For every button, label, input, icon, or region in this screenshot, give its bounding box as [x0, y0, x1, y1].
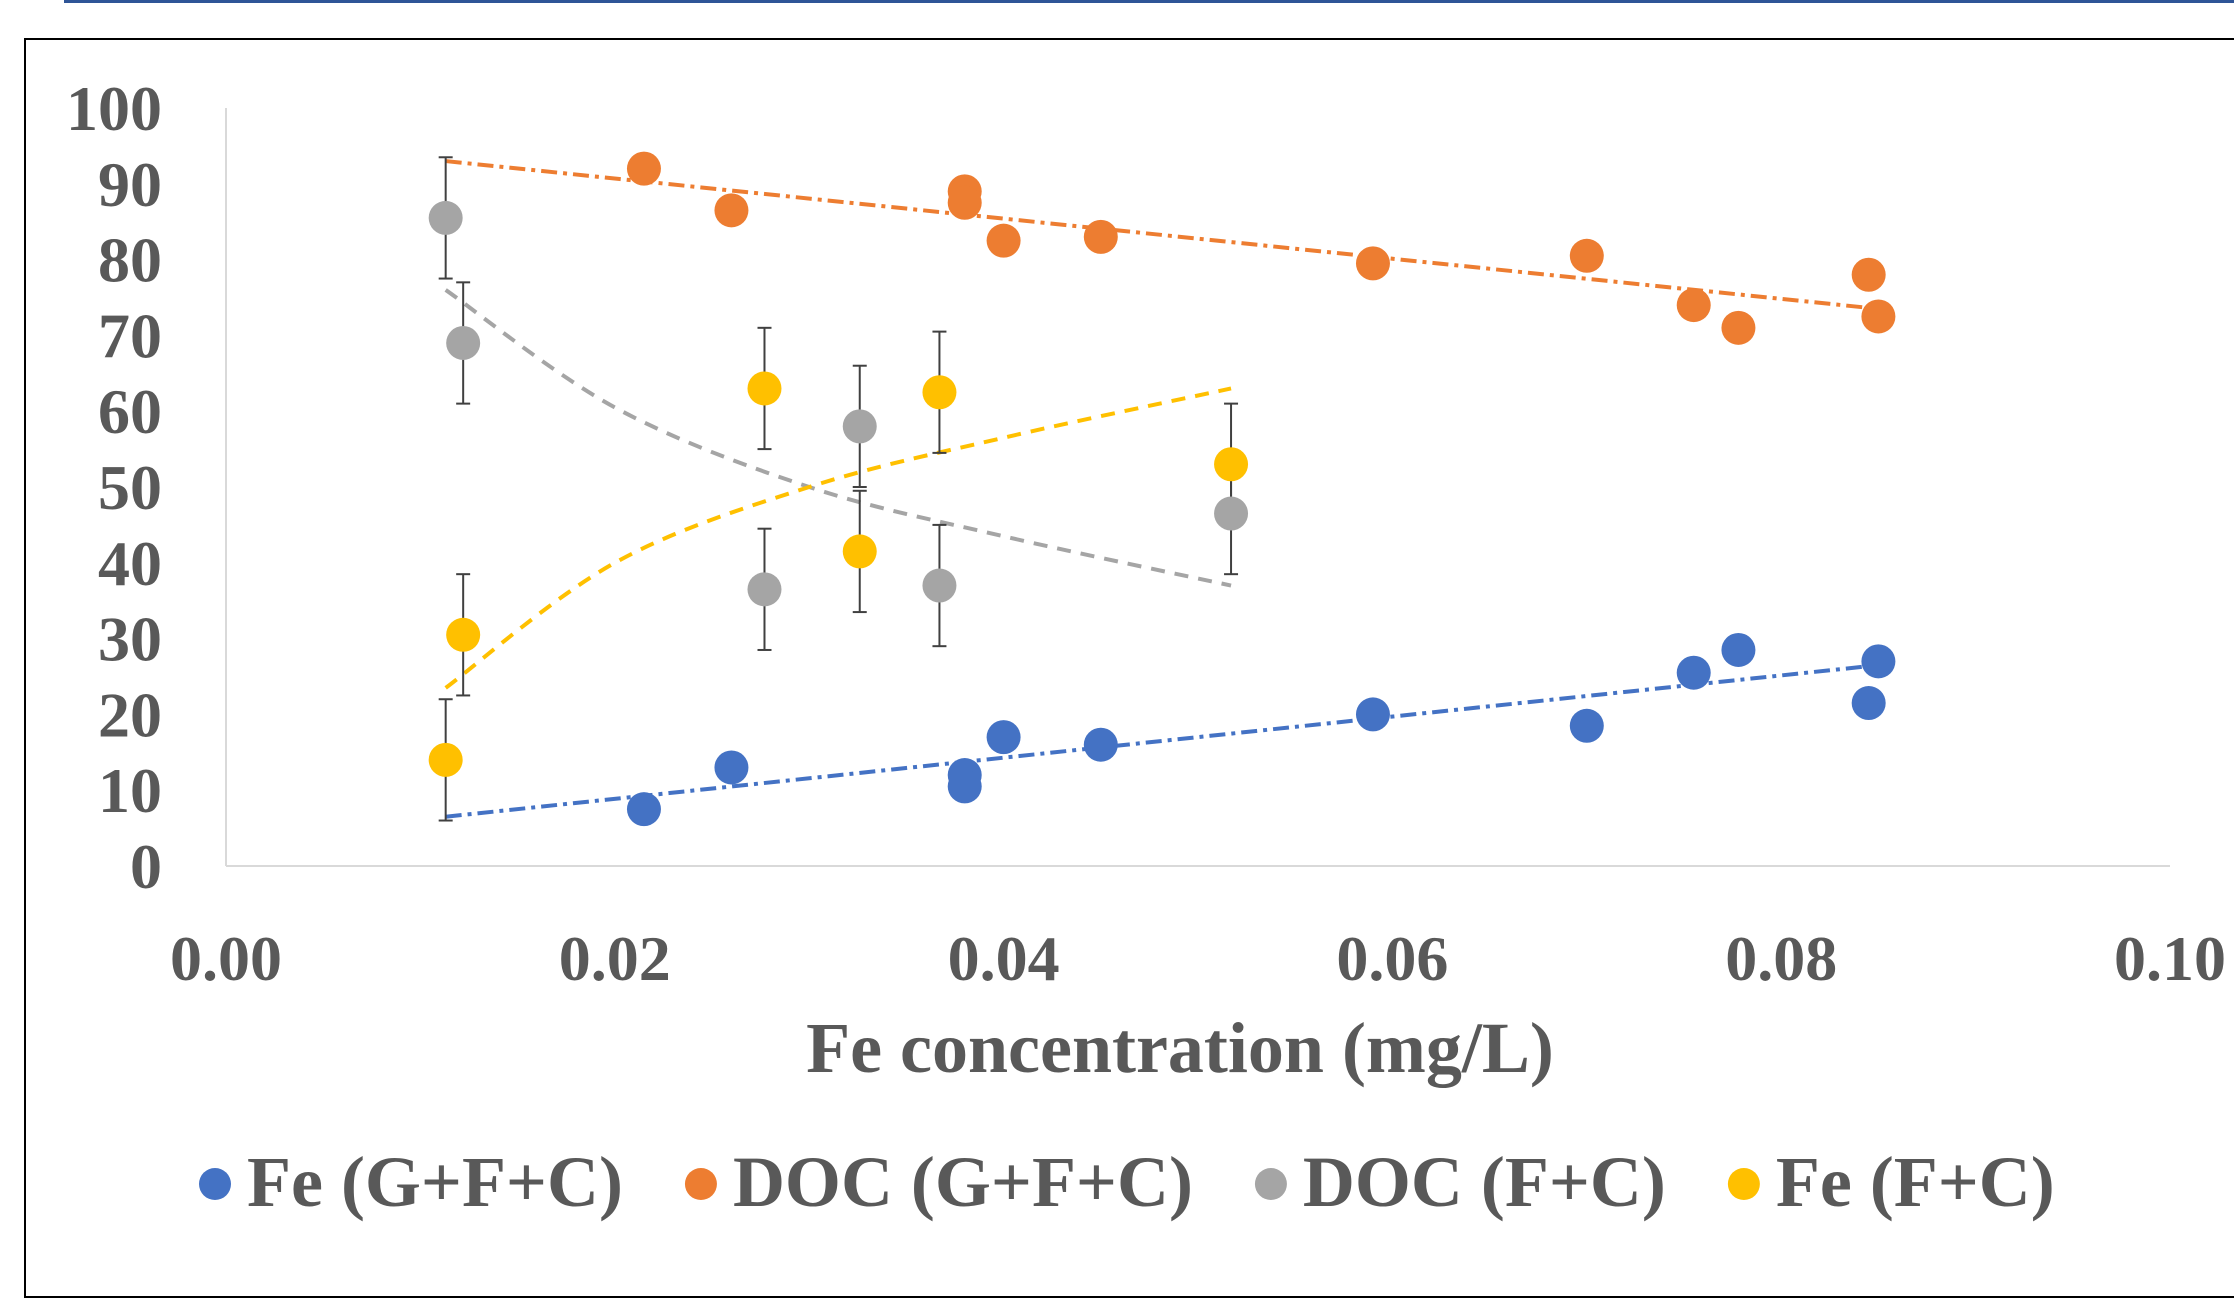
- x-axis-ticks: 0.00 0.02 0.04 0.06 0.08 0.10: [170, 923, 2226, 994]
- data-point: [1861, 299, 1896, 334]
- data-point: [626, 792, 661, 827]
- y-tick-label: 60: [98, 376, 162, 447]
- data-point: [428, 200, 463, 235]
- data-point: [1721, 310, 1756, 345]
- y-tick-label: 50: [98, 452, 162, 523]
- data-point: [1214, 496, 1249, 531]
- data-point: [1355, 246, 1390, 281]
- trendline: [444, 386, 1232, 690]
- y-tick-label: 80: [98, 225, 162, 296]
- data-point: [1676, 655, 1711, 690]
- x-axis-title: Fe concentration (mg/L): [806, 1008, 1554, 1088]
- data-point: [922, 375, 957, 410]
- data-point: [1569, 238, 1604, 273]
- legend: Fe (G+F+C) DOC (G+F+C) DOC (F+C) Fe (F+C): [199, 1142, 2055, 1222]
- data-point: [986, 223, 1021, 258]
- y-tick-label: 10: [98, 755, 162, 826]
- x-tick-label: 0.02: [559, 923, 671, 994]
- data-point: [986, 720, 1021, 755]
- legend-label: DOC (F+C): [1303, 1142, 1666, 1222]
- data-point: [1851, 257, 1886, 292]
- legend-label: Fe (F+C): [1776, 1142, 2055, 1222]
- y-tick-label: 90: [98, 149, 162, 220]
- data-point: [747, 572, 782, 607]
- y-tick-label: 70: [98, 300, 162, 371]
- x-tick-label: 0.04: [948, 923, 1060, 994]
- data-point: [947, 185, 982, 220]
- data-point: [842, 534, 877, 569]
- legend-marker: [1254, 1168, 1287, 1200]
- top-rule: [64, 0, 2234, 3]
- y-tick-label: 0: [130, 831, 162, 902]
- y-tick-label: 20: [98, 679, 162, 750]
- data-point: [1721, 632, 1756, 667]
- trendline: [444, 288, 1232, 588]
- data-point: [714, 750, 749, 785]
- legend-marker: [199, 1168, 231, 1200]
- data-point: [1676, 288, 1711, 323]
- data-point: [1851, 686, 1886, 721]
- trendlines: [444, 159, 1879, 819]
- data-point: [714, 193, 749, 228]
- trendline: [445, 159, 1879, 311]
- data-point: [1083, 219, 1118, 254]
- data-points: [428, 151, 1896, 827]
- data-point: [1083, 727, 1118, 762]
- data-point: [446, 325, 481, 360]
- error-bars: [438, 156, 1239, 822]
- legend-marker: [684, 1168, 717, 1200]
- data-point: [947, 769, 982, 804]
- data-point: [842, 409, 877, 444]
- data-point: [1861, 644, 1896, 679]
- y-tick-label: 100: [66, 73, 162, 144]
- data-point: [446, 617, 481, 652]
- trendline: [445, 663, 1879, 819]
- data-point: [428, 742, 463, 777]
- y-tick-label: 40: [98, 528, 162, 599]
- data-point: [1355, 697, 1390, 732]
- axes: [225, 108, 2170, 867]
- legend-marker: [1727, 1168, 1760, 1200]
- x-tick-label: 0.06: [1336, 923, 1448, 994]
- data-point: [747, 371, 782, 406]
- x-tick-label: 0.08: [1725, 923, 1837, 994]
- data-point: [626, 151, 661, 186]
- data-point: [922, 568, 957, 603]
- data-point: [1569, 708, 1604, 743]
- x-tick-label: 0.10: [2114, 923, 2226, 994]
- legend-label: Fe (G+F+C): [247, 1142, 623, 1222]
- y-tick-label: 30: [98, 604, 162, 675]
- legend-label: DOC (G+F+C): [733, 1142, 1193, 1222]
- x-tick-label: 0.00: [170, 923, 282, 994]
- data-point: [1214, 447, 1249, 482]
